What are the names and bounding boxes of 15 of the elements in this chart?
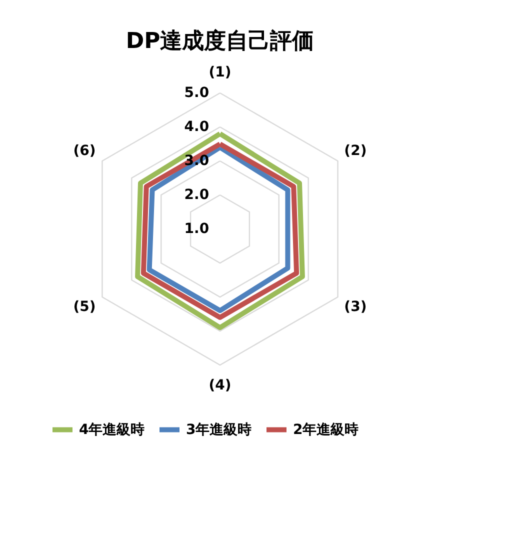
- spoke-label: (6): [73, 142, 96, 159]
- y-tick-label: 1.0: [184, 221, 210, 237]
- legend-label: 3年進級時: [186, 422, 252, 438]
- y-tick-label: 3.0: [184, 153, 210, 169]
- spoke-label: (3): [344, 299, 367, 316]
- legend-label: 2年進級時: [293, 422, 359, 438]
- y-tick-label: 5.0: [184, 85, 210, 101]
- spoke-label: (5): [73, 299, 96, 316]
- spoke-label: (4): [208, 377, 232, 394]
- y-tick-label: 2.0: [184, 187, 210, 203]
- spoke-label: (1): [208, 64, 232, 81]
- spoke-label: (2): [344, 142, 367, 159]
- chart-title: DP達成度自己評価: [126, 28, 314, 54]
- y-tick-label: 4.0: [184, 119, 210, 135]
- legend-label: 4年進級時: [79, 422, 145, 438]
